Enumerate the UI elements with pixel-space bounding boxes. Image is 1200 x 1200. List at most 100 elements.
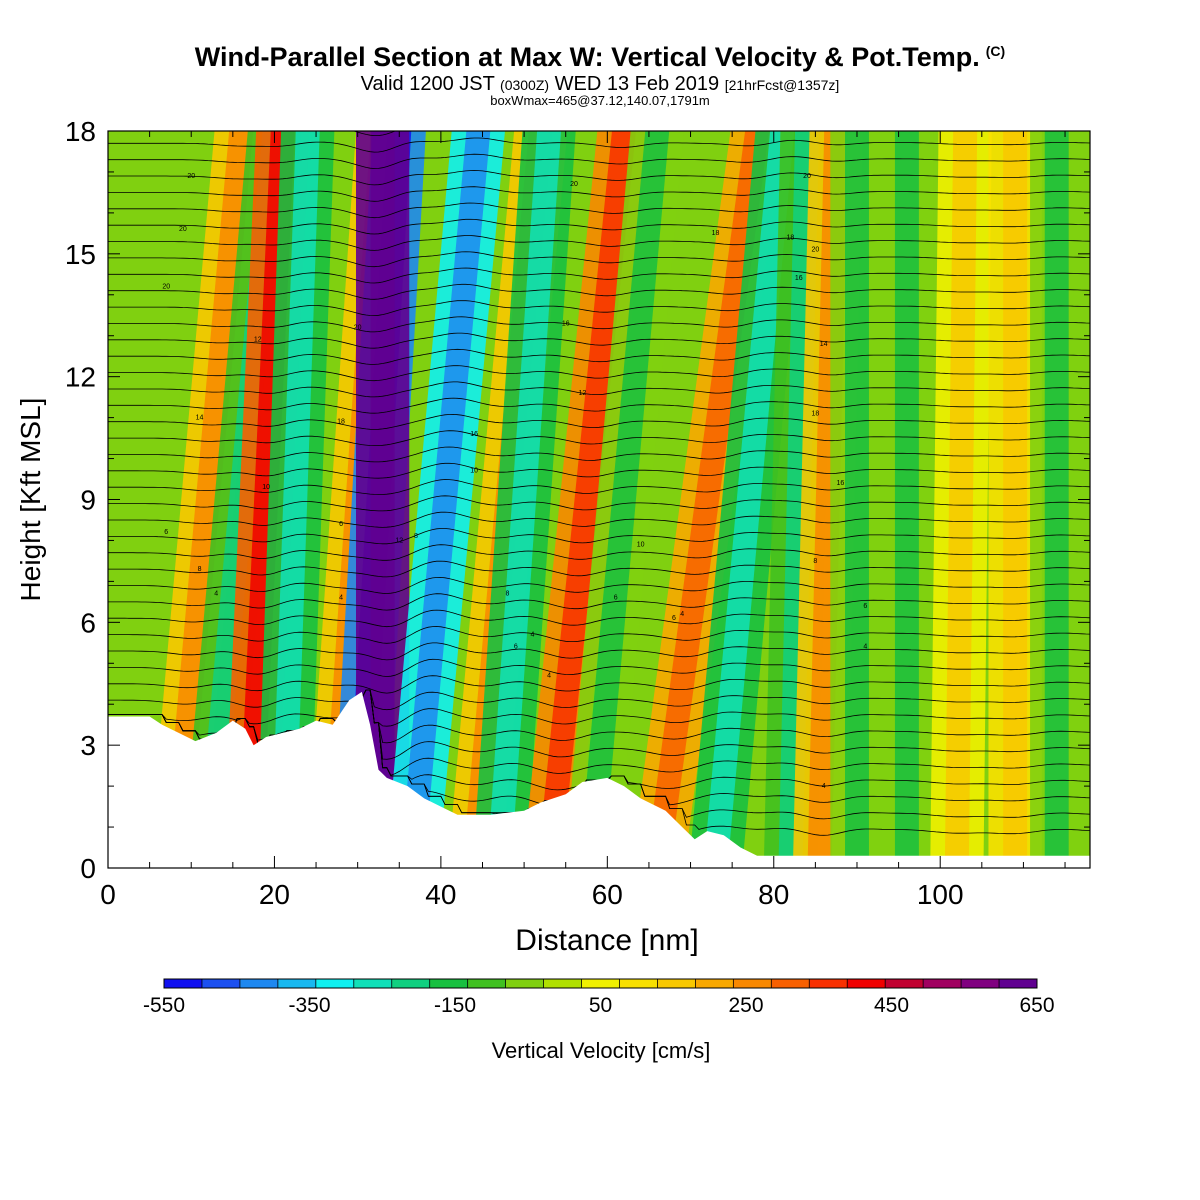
x-axis: 0 20 40 60 80 100 (100, 131, 1066, 910)
chart-title: Wind-Parallel Section at Max W: Vertical… (0, 42, 1200, 73)
isentrope-line (108, 495, 1090, 512)
isentrope-line (108, 105, 1090, 119)
colorbar-tick-label: 450 (874, 994, 909, 1017)
contour-label: 20 (162, 283, 170, 290)
contour-label: 4 (680, 611, 684, 618)
colorbar-swatch (619, 979, 658, 988)
plot-area: 6841410126418201281610864416126106418141… (108, 105, 1090, 868)
velocity-band-core (399, 131, 491, 868)
contour-label: 6 (614, 595, 618, 602)
contour-label: 8 (813, 558, 817, 565)
contour-label: 6 (164, 529, 168, 536)
colorbar-swatch (429, 979, 469, 988)
y-axis-title: Height [Kft MSL] (15, 398, 46, 602)
isentrope-line (108, 609, 1090, 628)
subtitle-valid: Valid 1200 JST (360, 73, 495, 95)
velocity-band-core (645, 131, 770, 868)
contour-label: 8 (414, 533, 418, 540)
isentrope-line (108, 137, 1090, 153)
isentrope-line (108, 413, 1090, 430)
y-tick-label: 0 (80, 853, 96, 884)
colorbar-swatch (543, 979, 583, 988)
isentrope-line (108, 153, 1090, 169)
chart-title-mark: (C) (985, 43, 1006, 59)
colorbar-swatch (657, 979, 696, 988)
terrain (108, 691, 1090, 868)
contour-label: 12 (578, 390, 586, 397)
contour-labels: 6841410126418201281610864416126106418141… (162, 173, 867, 790)
contour-label: 20 (811, 247, 819, 254)
velocity-band-core (487, 131, 562, 868)
y-tick-label: 18 (65, 116, 96, 147)
colorbar-swatch (505, 979, 545, 988)
velocity-band-core (894, 131, 919, 868)
y-tick-label: 12 (65, 362, 96, 393)
contour-label: 4 (863, 644, 867, 651)
contour-label: 8 (506, 591, 510, 598)
colorbar-swatch (771, 979, 810, 988)
colorbar-swatch (201, 979, 241, 988)
colorbar-swatch (999, 979, 1038, 988)
contour-label: 14 (196, 414, 204, 421)
isentrope-line (108, 300, 1090, 317)
contour-label: 14 (820, 341, 828, 348)
contour-label: 20 (187, 173, 195, 180)
isentrope-line (108, 576, 1090, 594)
isentrope-line (108, 235, 1090, 251)
isentrope-line (108, 642, 1090, 661)
y-tick-label: 9 (80, 485, 96, 516)
x-tick-label: 60 (592, 879, 623, 910)
colorbar: -550 -350 -150 50 250 450 650 Vertical Velocity… (143, 978, 1055, 1063)
x-axis-title: Distance [nm] (515, 924, 698, 957)
isentrope-line (108, 251, 1090, 268)
isentrope-line (108, 446, 1090, 463)
x-tick-label: 100 (917, 879, 964, 910)
colorbar-tick-label: 50 (589, 994, 612, 1017)
isentrope-line (108, 397, 1090, 414)
contour-label: 12 (395, 537, 403, 544)
colorbar-tick-label: -350 (288, 994, 330, 1017)
chart-subtitle: Valid 1200 JST (0300Z) WED 13 Feb 2019 [… (0, 73, 1200, 96)
isentrope-line (108, 202, 1090, 219)
contour-label: 10 (262, 484, 270, 491)
y-axis: 0 3 6 9 12 15 18 (65, 116, 1090, 884)
isentrope-line (108, 267, 1090, 284)
colorbar-swatch (391, 979, 431, 988)
y-tick-label: 3 (80, 730, 96, 761)
isentrope-line (108, 170, 1090, 186)
colorbar-swatch (315, 979, 355, 988)
chart-title-text: Wind-Parallel Section at Max W: Vertical… (194, 42, 980, 72)
colorbar-swatch (277, 979, 317, 988)
colorbar-swatch (809, 979, 848, 988)
contour-label: 16 (795, 275, 803, 282)
velocity-band-core (537, 131, 636, 868)
colorbar-tick-label: 250 (728, 994, 763, 1017)
x-tick-label: 0 (100, 879, 116, 910)
velocity-band-core (703, 131, 795, 868)
contour-label: 16 (470, 431, 478, 438)
isentrope-line (108, 348, 1090, 365)
contour-label: 18 (787, 234, 795, 241)
y-tick-label: 15 (65, 239, 96, 270)
contour-label: 10 (637, 541, 645, 548)
isentrope-line (108, 186, 1090, 202)
isentrope-line (108, 689, 1090, 711)
contour-label: 20 (354, 324, 362, 331)
isentrope-line (108, 332, 1090, 349)
colorbar-swatch (467, 979, 507, 988)
isentrope-line (108, 479, 1090, 495)
y-tick-label: 6 (80, 607, 96, 638)
colorbar-title: Vertical Velocity [cm/s] (492, 1038, 711, 1063)
isentrope-line (108, 365, 1090, 382)
isentrope-line (108, 560, 1090, 578)
isentrope-line (108, 511, 1090, 528)
isentrope-line (108, 316, 1090, 333)
colorbar-swatch (733, 979, 772, 988)
colorbar-swatch (695, 979, 734, 988)
contour-label: 6 (672, 615, 676, 622)
contour-label: 6 (339, 521, 343, 528)
contour-label: 16 (562, 320, 570, 327)
colorbar-swatch (164, 979, 203, 988)
contour-label: 4 (547, 672, 551, 679)
colorbar-tick-label: 650 (1019, 994, 1054, 1017)
